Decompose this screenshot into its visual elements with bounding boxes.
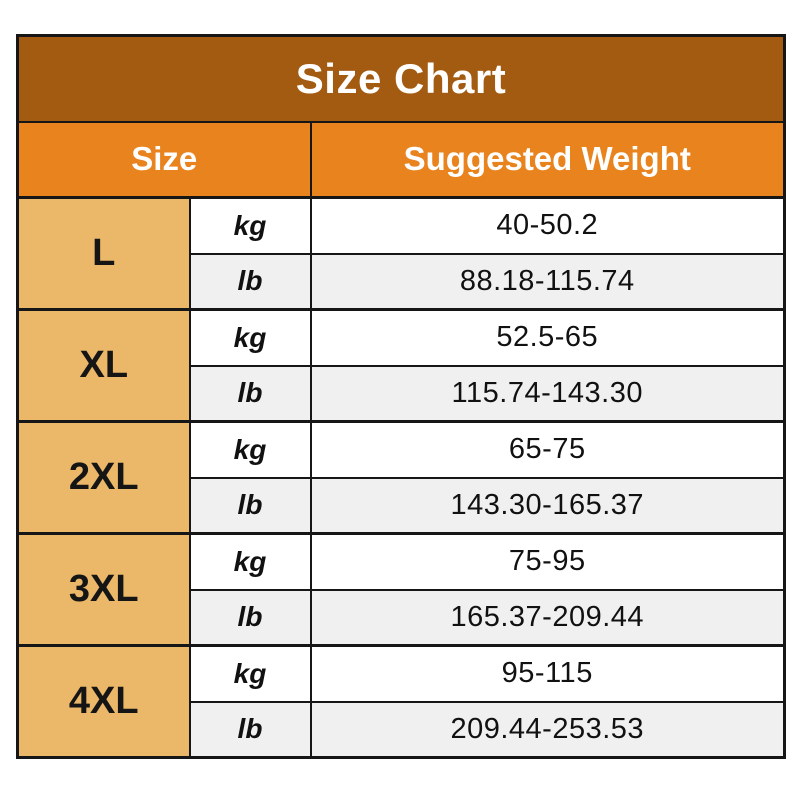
weight-value-kg: 40-50.2 — [309, 196, 786, 255]
header-row: Size Suggested Weight — [16, 120, 786, 199]
weight-value-lb: 88.18-115.74 — [309, 252, 786, 311]
table-row: lb 88.18-115.74 — [18, 252, 786, 311]
column-header-size: Size — [16, 120, 312, 199]
page-title: Size Chart — [16, 34, 786, 123]
weight-value-lb: 143.30-165.37 — [309, 476, 786, 535]
unit-label-kg: kg — [188, 308, 312, 367]
weight-value-lb: 165.37-209.44 — [309, 588, 786, 647]
size-label-3xl: 3XL — [16, 532, 191, 647]
unit-label-lb: lb — [188, 588, 312, 647]
table-row: XL kg 52.5-65 — [16, 308, 786, 423]
weight-value-kg: 95-115 — [309, 644, 786, 703]
size-label-2xl: 2XL — [16, 420, 191, 535]
size-label-l: L — [16, 196, 191, 311]
unit-label-lb: lb — [188, 252, 312, 311]
table-row: 2XL kg 65-75 — [16, 420, 786, 535]
size-chart-table: Size Chart Size Suggested Weight L kg 40… — [16, 34, 786, 759]
unit-label-kg: kg — [188, 420, 312, 479]
table-row: lb 209.44-253.53 — [18, 700, 786, 759]
unit-label-kg: kg — [188, 532, 312, 591]
title-row: Size Chart — [16, 34, 786, 123]
table-row: lb 143.30-165.37 — [18, 476, 786, 535]
table-row: L kg 40-50.2 — [16, 196, 786, 311]
weight-value-kg: 75-95 — [309, 532, 786, 591]
table-row: lb 165.37-209.44 — [18, 588, 786, 647]
weight-value-kg: 52.5-65 — [309, 308, 786, 367]
size-label-4xl: 4XL — [16, 644, 191, 759]
unit-label-kg: kg — [188, 644, 312, 703]
unit-label-kg: kg — [188, 196, 312, 255]
column-header-suggested-weight: Suggested Weight — [309, 120, 786, 199]
unit-label-lb: lb — [188, 476, 312, 535]
table-row: 3XL kg 75-95 — [16, 532, 786, 647]
weight-value-lb: 209.44-253.53 — [309, 700, 786, 759]
unit-label-lb: lb — [188, 700, 312, 759]
table-row: 4XL kg 95-115 — [16, 644, 786, 759]
table-row: lb 115.74-143.30 — [18, 364, 786, 423]
size-label-xl: XL — [16, 308, 191, 423]
unit-label-lb: lb — [188, 364, 312, 423]
weight-value-lb: 115.74-143.30 — [309, 364, 786, 423]
weight-value-kg: 65-75 — [309, 420, 786, 479]
